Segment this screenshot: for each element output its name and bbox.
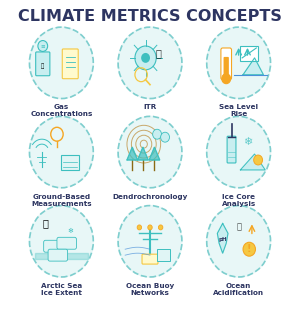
Circle shape	[135, 46, 156, 70]
Text: ❄: ❄	[243, 137, 252, 147]
Circle shape	[158, 225, 163, 230]
Polygon shape	[240, 154, 265, 170]
Text: Sea Level
Rise: Sea Level Rise	[219, 105, 258, 117]
Circle shape	[29, 27, 93, 99]
Circle shape	[254, 155, 262, 165]
FancyBboxPatch shape	[44, 240, 63, 252]
Circle shape	[207, 116, 271, 188]
Circle shape	[29, 116, 93, 188]
Text: Ocean Buoy
Networks: Ocean Buoy Networks	[126, 283, 174, 296]
Text: pH: pH	[218, 237, 227, 242]
Circle shape	[118, 206, 182, 277]
FancyBboxPatch shape	[240, 46, 258, 61]
Polygon shape	[138, 147, 148, 160]
Text: Gas
Concentrations: Gas Concentrations	[30, 105, 93, 117]
Text: 🪸: 🪸	[236, 222, 241, 231]
FancyBboxPatch shape	[62, 49, 78, 79]
FancyBboxPatch shape	[36, 52, 50, 76]
Polygon shape	[217, 223, 228, 253]
Circle shape	[222, 74, 231, 84]
Text: ITR: ITR	[143, 105, 157, 110]
Text: 🌾: 🌾	[156, 48, 162, 58]
Text: Ice Core
Analysis: Ice Core Analysis	[221, 194, 256, 207]
Circle shape	[207, 27, 271, 99]
Text: Dendrochronology: Dendrochronology	[112, 194, 188, 200]
FancyBboxPatch shape	[157, 249, 170, 261]
FancyBboxPatch shape	[57, 237, 76, 249]
FancyBboxPatch shape	[61, 155, 79, 170]
Text: ≡: ≡	[40, 44, 45, 49]
Text: ❄: ❄	[67, 228, 73, 234]
Circle shape	[243, 242, 256, 256]
Text: Ground-Based
Measurements: Ground-Based Measurements	[31, 194, 92, 207]
Circle shape	[148, 225, 152, 230]
Text: !: !	[247, 244, 251, 254]
Text: 🔥: 🔥	[41, 63, 44, 68]
FancyBboxPatch shape	[227, 136, 236, 163]
Circle shape	[29, 206, 93, 277]
FancyBboxPatch shape	[224, 57, 229, 77]
Circle shape	[118, 27, 182, 99]
Polygon shape	[127, 147, 138, 160]
FancyBboxPatch shape	[142, 254, 158, 264]
Circle shape	[38, 41, 48, 52]
FancyBboxPatch shape	[221, 48, 232, 80]
Circle shape	[118, 116, 182, 188]
Text: CLIMATE METRICS CONCEPTS: CLIMATE METRICS CONCEPTS	[18, 9, 282, 24]
Text: Arctic Sea
Ice Extent: Arctic Sea Ice Extent	[41, 283, 82, 296]
Text: Ocean
Acidification: Ocean Acidification	[213, 283, 264, 296]
Circle shape	[207, 206, 271, 277]
Circle shape	[137, 225, 142, 230]
Circle shape	[141, 53, 150, 63]
Polygon shape	[243, 58, 263, 75]
Polygon shape	[149, 147, 160, 160]
FancyBboxPatch shape	[48, 249, 68, 261]
Circle shape	[153, 129, 161, 139]
Text: 🛰: 🛰	[43, 219, 48, 228]
Circle shape	[160, 132, 169, 142]
